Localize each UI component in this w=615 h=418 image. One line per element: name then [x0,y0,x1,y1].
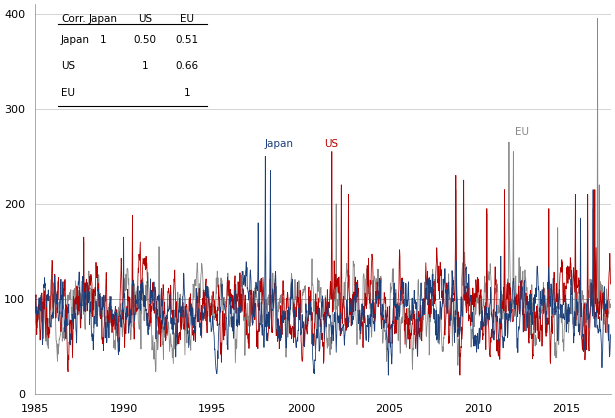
Text: Corr.: Corr. [61,14,85,24]
Text: US: US [61,61,75,71]
Text: 0.66: 0.66 [175,61,199,71]
Text: EU: EU [180,14,194,24]
Text: Japan: Japan [61,35,90,45]
Text: EU: EU [515,127,530,138]
Text: 1: 1 [141,61,148,71]
Text: US: US [324,139,338,149]
Text: 0.51: 0.51 [175,35,199,45]
Text: 0.50: 0.50 [133,35,156,45]
Text: Japan: Japan [89,14,117,24]
Text: Japan: Japan [265,139,294,149]
Text: US: US [138,14,152,24]
Text: EU: EU [61,88,75,98]
Text: 1: 1 [184,88,191,98]
Text: 1: 1 [100,35,106,45]
